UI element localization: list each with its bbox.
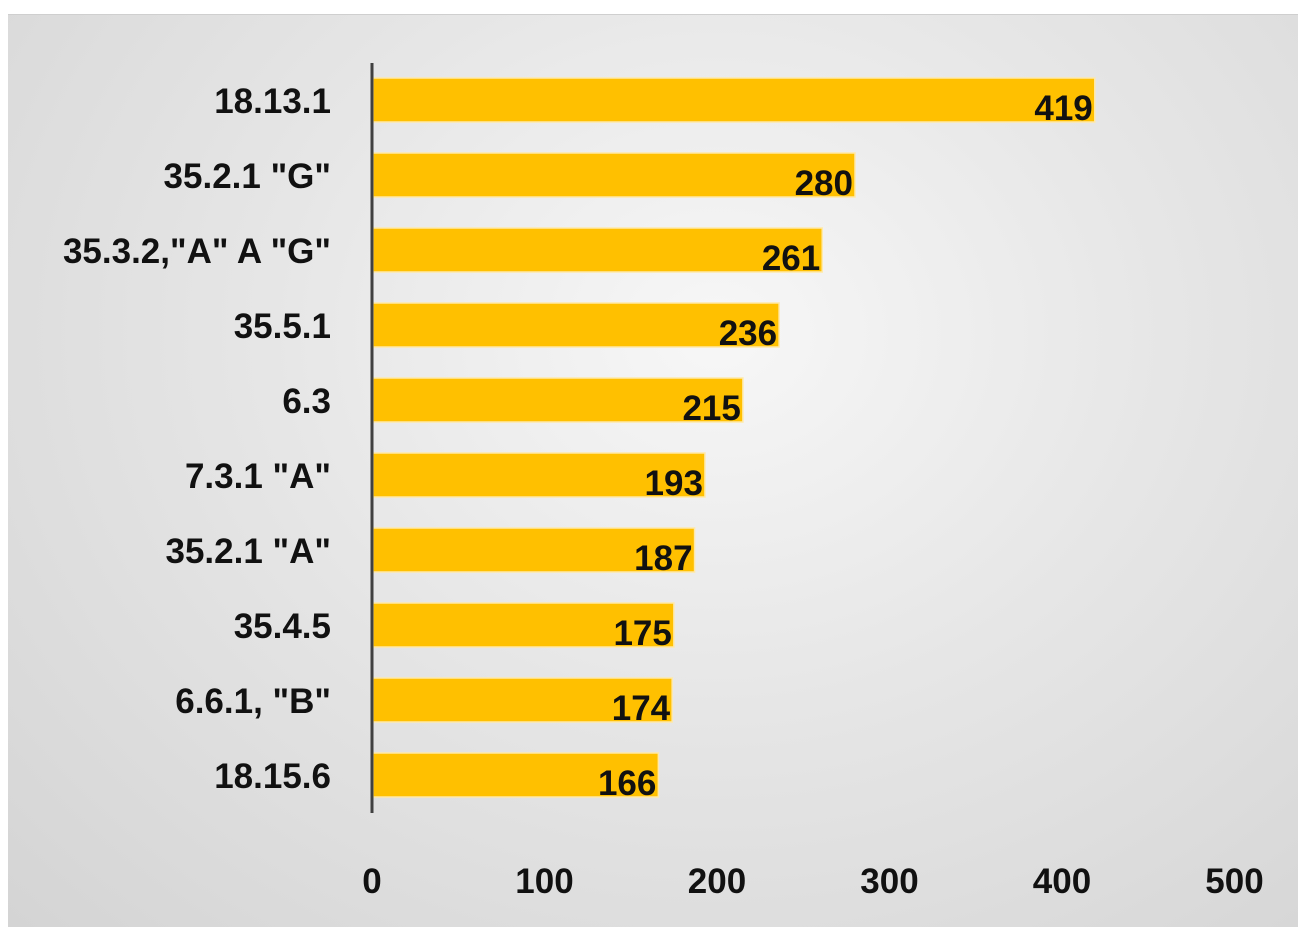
category-label: 18.13.1 bbox=[214, 82, 331, 121]
bar bbox=[372, 602, 675, 648]
bar bbox=[372, 377, 744, 423]
category-label: 18.15.6 bbox=[214, 757, 331, 796]
bar bbox=[372, 452, 706, 498]
x-tick-label: 100 bbox=[515, 862, 573, 901]
category-label: 35.5.1 bbox=[234, 307, 331, 346]
x-tick-label: 500 bbox=[1205, 862, 1263, 901]
category-label: 35.2.1 "A" bbox=[166, 532, 332, 571]
x-tick-label: 400 bbox=[1033, 862, 1091, 901]
category-label: 6.6.1, "B" bbox=[175, 682, 331, 721]
bar bbox=[372, 302, 780, 348]
category-label: 35.3.2,"A" A "G" bbox=[63, 232, 331, 271]
bar bbox=[372, 227, 823, 273]
data-label: 261 bbox=[762, 239, 820, 278]
category-label: 35.2.1 "G" bbox=[164, 157, 331, 196]
data-label: 193 bbox=[645, 464, 703, 503]
data-label: 236 bbox=[719, 314, 777, 353]
x-tick-label: 300 bbox=[860, 862, 918, 901]
data-label: 280 bbox=[795, 164, 853, 203]
bar bbox=[372, 527, 696, 573]
data-label: 419 bbox=[1034, 89, 1092, 128]
data-label: 175 bbox=[613, 614, 671, 653]
data-label: 166 bbox=[598, 764, 656, 803]
bar bbox=[372, 152, 856, 198]
bar bbox=[372, 77, 1096, 123]
category-label: 7.3.1 "A" bbox=[185, 457, 331, 496]
data-label: 215 bbox=[682, 389, 740, 428]
x-tick-label: 200 bbox=[688, 862, 746, 901]
bar bbox=[372, 752, 660, 798]
x-tick-label: 0 bbox=[362, 862, 381, 901]
data-label: 187 bbox=[634, 539, 692, 578]
bar bbox=[372, 677, 673, 723]
data-label: 174 bbox=[612, 689, 671, 728]
category-label: 35.4.5 bbox=[234, 607, 331, 646]
category-label: 6.3 bbox=[282, 382, 331, 421]
